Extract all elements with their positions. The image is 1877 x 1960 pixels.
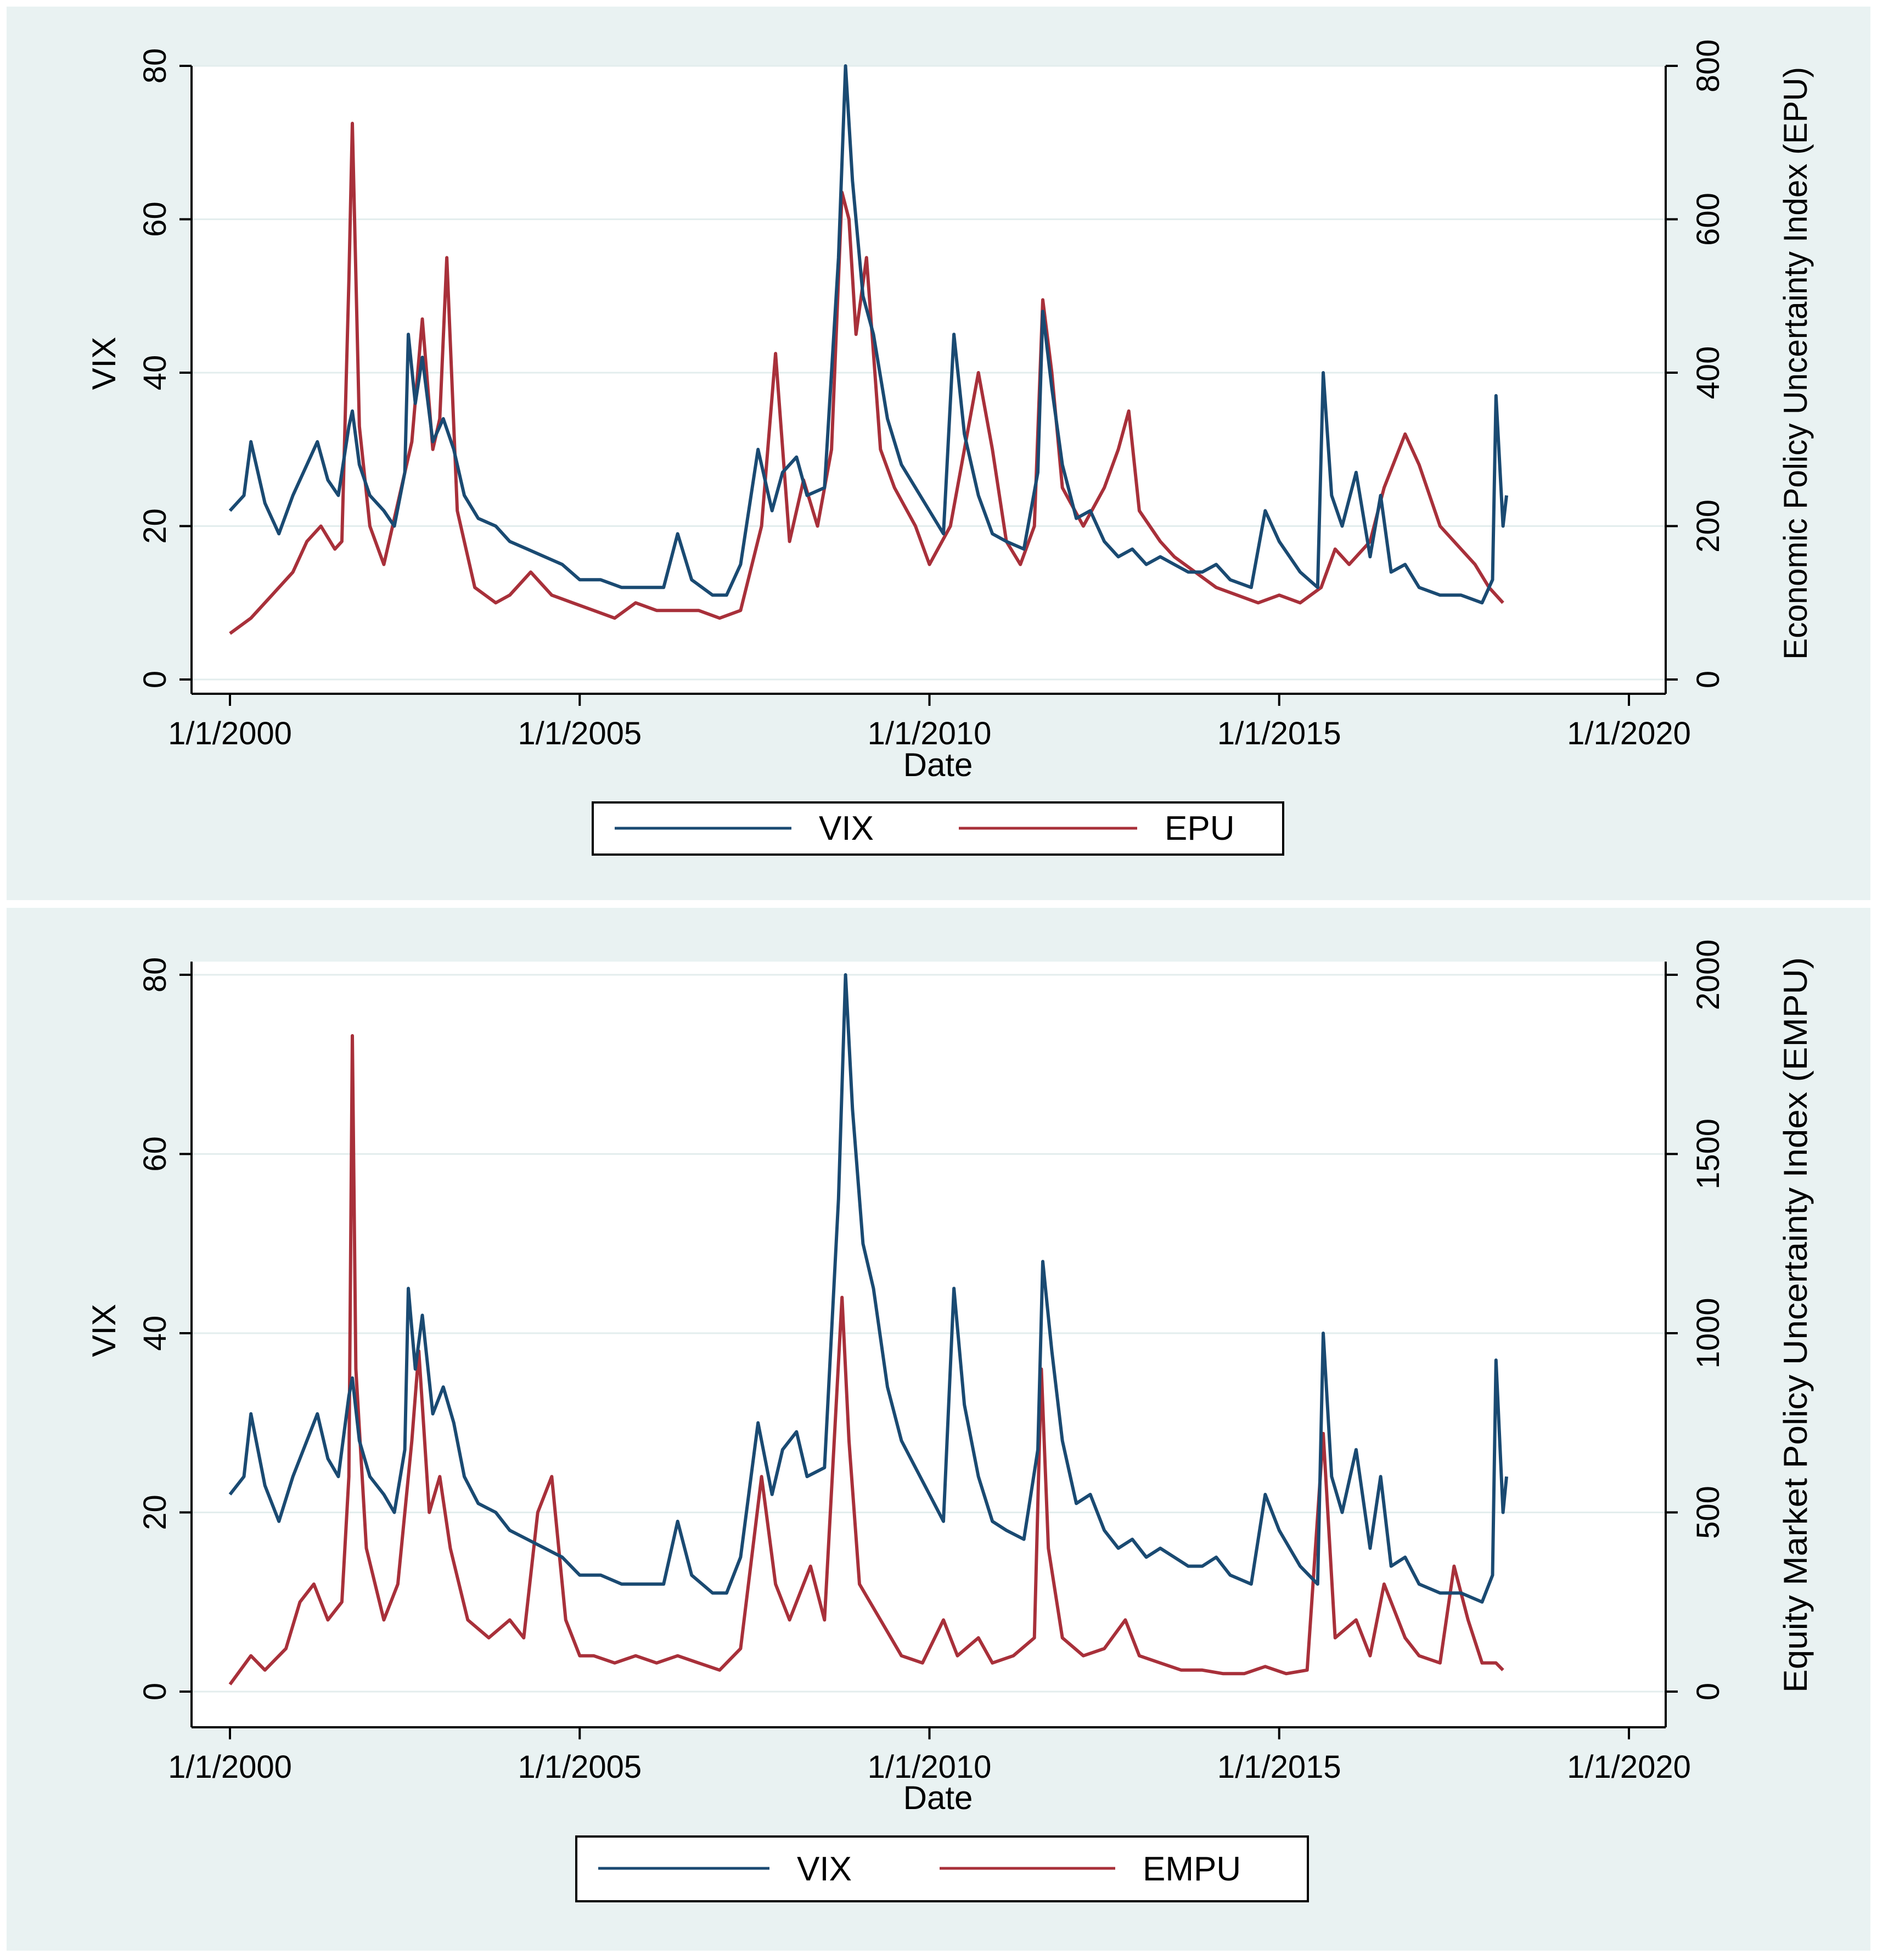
legend-label-vix: VIX — [819, 810, 874, 847]
y-tick-label-left: 40 — [137, 1316, 173, 1351]
x-axis-title: Date — [903, 746, 973, 783]
series-line-empu — [228, 1034, 1504, 1686]
y-tick-label-right: 200 — [1690, 499, 1726, 553]
legend: VIX EPU — [592, 801, 1284, 856]
x-tick-label: 1/1/2000 — [168, 1749, 292, 1785]
y-tick-label-left: 80 — [137, 957, 173, 993]
y-tick-label-left: 0 — [137, 1683, 173, 1700]
x-tick-label: 1/1/2015 — [1217, 716, 1341, 751]
y-tick-label-left: 0 — [137, 671, 173, 688]
y-tick-label-left: 60 — [137, 201, 173, 237]
legend: VIX EMPU — [575, 1835, 1309, 1902]
x-tick-label: 1/1/2000 — [168, 716, 292, 751]
x-tick-label: 1/1/2010 — [868, 1749, 992, 1785]
chart-panel-epu: 0 20 40 60 80 0 200 400 600 800 1/1/2000 1/1/2005 1/… — [7, 7, 1870, 900]
y-tick-label-left: 40 — [137, 355, 173, 391]
y-tick-label-right: 1500 — [1690, 1119, 1726, 1189]
y-tick-label-right: 400 — [1690, 346, 1726, 400]
y-axis-title-right: Equity Market Policy Uncertainty Index (… — [1777, 957, 1814, 1693]
x-tick-label: 1/1/2010 — [868, 716, 992, 751]
legend-label-epu: EPU — [1165, 810, 1234, 847]
y-axis-title-left: VIX — [86, 1304, 122, 1357]
chart-panel-empu: 0 20 40 60 80 0 500 1000 1500 2000 1/1/2000 1/1/200… — [7, 908, 1870, 1951]
series-group — [228, 64, 1508, 635]
y-tick-label-right: 1000 — [1690, 1298, 1726, 1368]
series-line-vix — [228, 64, 1508, 605]
series-group — [228, 973, 1508, 1686]
y-tick-label-right: 0 — [1690, 671, 1726, 688]
y-axis-title-right: Economic Policy Uncertainty Index (EPU) — [1777, 67, 1814, 660]
chart-svg-empu: 0 20 40 60 80 0 500 1000 1500 2000 1/1/2000 1/1/200… — [86, 939, 1814, 1902]
x-tick-label: 1/1/2005 — [518, 716, 642, 751]
legend-label-empu: EMPU — [1143, 1850, 1241, 1888]
y-tick-label-left: 20 — [137, 508, 173, 544]
tick-group: 0 20 40 60 80 0 500 1000 1500 2000 1/1/2000 1/1/200… — [137, 939, 1726, 1785]
x-tick-label: 1/1/2015 — [1217, 1749, 1341, 1785]
y-axis-title-left: VIX — [86, 337, 122, 390]
y-tick-label-left: 80 — [137, 48, 173, 84]
y-tick-label-left: 20 — [137, 1495, 173, 1530]
x-tick-label: 1/1/2005 — [518, 1749, 642, 1785]
y-tick-label-right: 800 — [1690, 40, 1726, 93]
y-tick-label-right: 2000 — [1690, 939, 1726, 1010]
series-line-epu — [229, 121, 1504, 635]
x-tick-label: 1/1/2020 — [1567, 716, 1691, 751]
y-tick-label-right: 0 — [1690, 1683, 1726, 1700]
y-tick-label-right: 500 — [1690, 1486, 1726, 1539]
gridlines — [192, 974, 1666, 1693]
legend-label-vix: VIX — [797, 1850, 852, 1888]
y-tick-label-left: 60 — [137, 1136, 173, 1172]
plot-area — [192, 962, 1666, 1727]
x-axis-title: Date — [903, 1779, 973, 1816]
series-line-vix — [228, 973, 1508, 1604]
y-tick-label-right: 600 — [1690, 193, 1726, 246]
x-tick-label: 1/1/2020 — [1567, 1749, 1691, 1785]
gridlines — [192, 65, 1666, 681]
